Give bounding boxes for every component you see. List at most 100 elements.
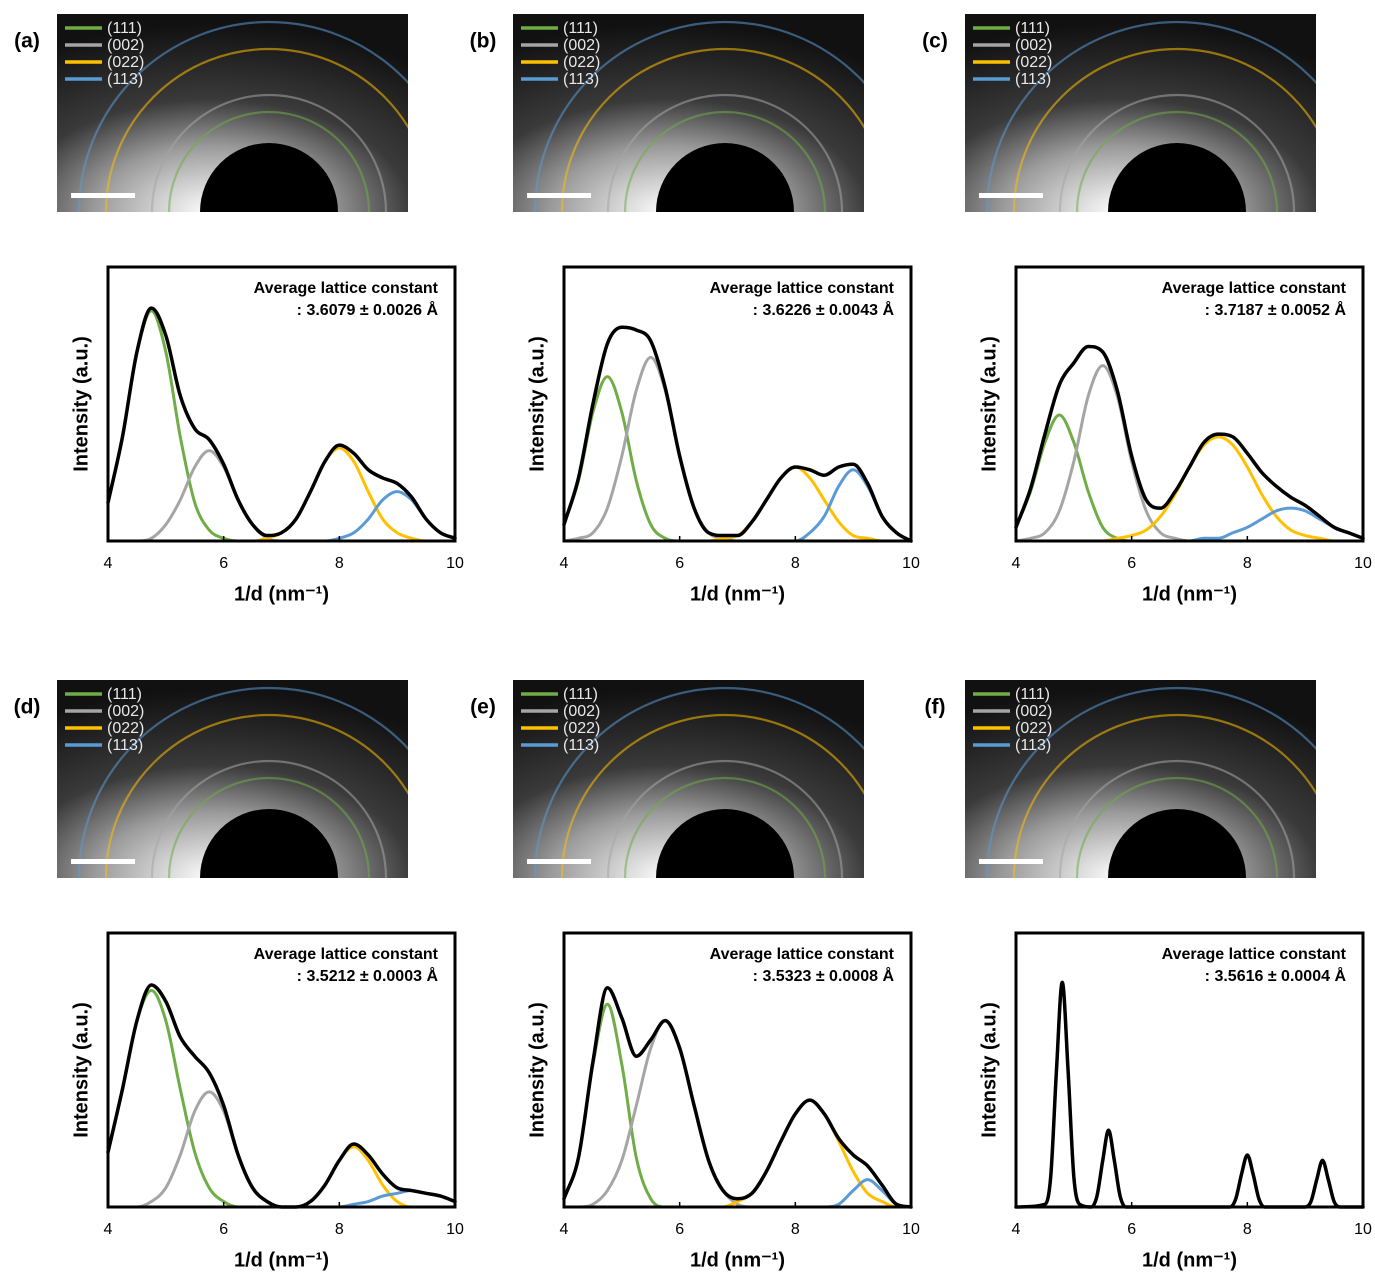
diffraction-ring	[1058, 759, 1296, 878]
x-tick-label: 4	[1012, 555, 1021, 572]
x-tick-label: 6	[675, 1221, 684, 1238]
x-tick-label: 6	[1127, 1221, 1136, 1238]
diffraction-image: (111)(002)(022)(113)	[513, 680, 864, 878]
legend-label: (022)	[107, 54, 144, 71]
diffraction-ring	[77, 686, 408, 878]
panel: (f) (111)(002)(022)(113) 4 6 8 10 Average latt…	[925, 680, 1372, 1271]
annotation: Average lattice constant	[254, 946, 439, 963]
y-axis-label: Intensity (a.u.)	[526, 336, 548, 472]
component-line	[1014, 1128, 1365, 1209]
annotation: : 3.5323 ± 0.0008 Å	[753, 966, 895, 985]
legend-label: (111)	[107, 686, 142, 703]
annotation: Average lattice constant	[1162, 946, 1347, 963]
x-tick-label: 10	[902, 1221, 920, 1238]
legend-label: (113)	[107, 71, 143, 88]
legend-label: (022)	[563, 720, 600, 737]
component-line	[106, 449, 457, 543]
y-axis-label: Intensity (a.u.)	[978, 1002, 1000, 1138]
x-axis-label: 1/d (nm⁻¹)	[1142, 583, 1237, 605]
panel: (d) (111)(002)(022)(113) 4 6 8 10 Average latt…	[14, 680, 464, 1271]
diffraction-ring	[606, 93, 844, 212]
scale-bar	[71, 859, 135, 864]
x-axis-label: 1/d (nm⁻¹)	[1142, 1249, 1237, 1271]
x-tick-label: 10	[446, 1221, 464, 1238]
panel-label: (a)	[14, 30, 40, 53]
diffraction-ring	[1012, 47, 1316, 212]
beam-stop	[656, 809, 794, 878]
y-axis-label: Intensity (a.u.)	[526, 1002, 548, 1138]
legend-label: (113)	[563, 71, 599, 88]
plot-frame	[1014, 931, 1365, 1209]
legend-label: (002)	[563, 37, 600, 54]
diffraction-ring	[104, 47, 408, 212]
diffraction-ring	[623, 776, 827, 878]
x-tick-label: 4	[104, 1221, 113, 1238]
fit-line	[562, 325, 913, 543]
component-line	[562, 375, 913, 543]
plot-frame	[562, 931, 913, 1209]
annotation: : 3.7187 ± 0.0052 Å	[1205, 300, 1347, 319]
scale-bar	[527, 859, 591, 864]
legend-label: (111)	[1015, 20, 1050, 37]
x-tick-label: 8	[791, 1221, 800, 1238]
x-tick-label: 4	[1012, 1221, 1021, 1238]
legend-label: (002)	[1015, 703, 1052, 720]
x-tick-label: 8	[335, 555, 344, 572]
diffraction-ring	[167, 776, 371, 878]
plot-frame	[1014, 265, 1365, 543]
legend-label: (002)	[107, 703, 144, 720]
diffraction-ring	[533, 686, 864, 878]
legend-label: (022)	[563, 54, 600, 71]
component-line	[106, 989, 457, 1209]
legend-label: (002)	[563, 703, 600, 720]
diffraction-ring	[150, 93, 388, 212]
plot-frame	[106, 931, 457, 1209]
diffraction-image: (111)(002)(022)(113)	[965, 14, 1316, 212]
legend-label: (022)	[107, 720, 144, 737]
y-axis-label: Intensity (a.u.)	[70, 336, 92, 472]
beam-stop	[1108, 143, 1246, 212]
x-tick-label: 6	[675, 555, 684, 572]
plot-frame	[106, 265, 457, 543]
x-tick-label: 6	[219, 1221, 228, 1238]
diffraction-ring	[77, 20, 408, 212]
legend-label: (113)	[1015, 737, 1051, 754]
panel: (e) (111)(002)(022)(113) 4 6 8 10 Average latt…	[470, 680, 920, 1271]
diffraction-ring	[1012, 713, 1316, 878]
scale-bar	[527, 193, 591, 198]
diffraction-ring	[985, 20, 1316, 212]
legend-label: (002)	[107, 37, 144, 54]
panel-label: (f)	[925, 696, 946, 719]
legend-label: (113)	[563, 737, 599, 754]
annotation: Average lattice constant	[710, 946, 895, 963]
diffraction-ring	[1075, 776, 1279, 878]
x-tick-label: 10	[902, 555, 920, 572]
legend-label: (111)	[1015, 686, 1050, 703]
x-tick-label: 4	[104, 555, 113, 572]
scale-bar	[979, 859, 1043, 864]
y-axis-label: Intensity (a.u.)	[978, 336, 1000, 472]
annotation: Average lattice constant	[1162, 280, 1347, 297]
diffraction-ring	[1075, 110, 1279, 212]
diffraction-image: (111)(002)(022)(113)	[513, 14, 864, 212]
panel-label: (c)	[922, 30, 948, 53]
scale-bar	[979, 193, 1043, 198]
x-tick-label: 10	[1354, 555, 1372, 572]
diffraction-ring	[150, 759, 388, 878]
diffraction-ring	[560, 713, 864, 878]
diffraction-ring	[606, 759, 844, 878]
diffraction-ring	[1058, 93, 1296, 212]
legend-label: (002)	[1015, 37, 1052, 54]
legend-label: (111)	[107, 20, 142, 37]
x-tick-label: 8	[335, 1221, 344, 1238]
diffraction-ring	[533, 20, 864, 212]
x-tick-label: 8	[791, 555, 800, 572]
panel: (a) (111)(002)(022)(113) 4 6 8 10 Average latt…	[14, 14, 464, 605]
legend-label: (113)	[107, 737, 143, 754]
legend-label: (111)	[563, 20, 598, 37]
diffraction-ring	[623, 110, 827, 212]
panel-label: (b)	[470, 30, 497, 53]
x-tick-label: 4	[560, 555, 569, 572]
component-line	[106, 1145, 457, 1209]
